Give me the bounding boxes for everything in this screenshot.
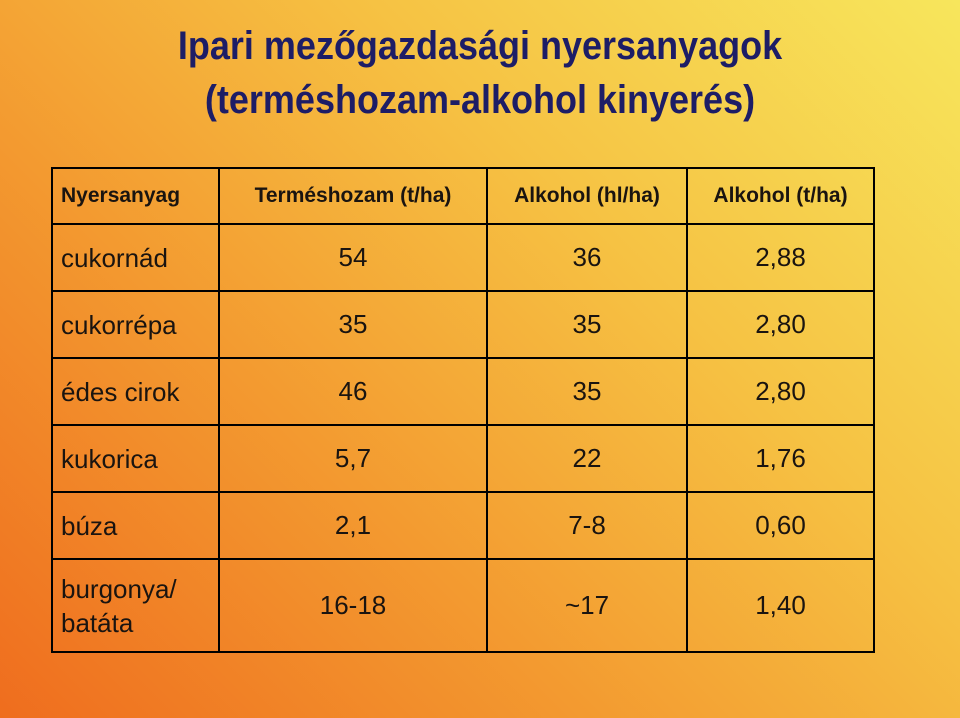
table-cell: burgonya/ batáta xyxy=(51,558,220,653)
table-cell: 1,40 xyxy=(686,558,875,653)
title-line: (terméshozam-alkohol kinyerés) xyxy=(204,78,756,122)
table-cell: 22 xyxy=(486,424,688,493)
table-cell: kukorica xyxy=(51,424,220,493)
table-cell: 35 xyxy=(486,357,688,426)
table-row: édes cirok 46 35 2,80 xyxy=(51,357,875,426)
table-cell: édes cirok xyxy=(51,357,220,426)
data-table: Nyersanyag Terméshozam (t/ha) Alkohol (hl/… xyxy=(51,167,875,653)
header-cell: Nyersanyag xyxy=(51,167,220,225)
table-row: kukorica 5,7 22 1,76 xyxy=(51,424,875,493)
header-cell: Terméshozam (t/ha) xyxy=(218,167,488,225)
table-cell: 16-18 xyxy=(218,558,488,653)
table-cell: 2,80 xyxy=(686,290,875,359)
table-row: búza 2,1 7-8 0,60 xyxy=(51,491,875,560)
table-body: cukornád 54 36 2,88 cukorrépa 35 35 2,80 édes ci… xyxy=(51,223,875,653)
table-cell: 2,88 xyxy=(686,223,875,292)
table-cell: 46 xyxy=(218,357,488,426)
table-cell: 35 xyxy=(218,290,488,359)
table-cell: 0,60 xyxy=(686,491,875,560)
table-cell: 54 xyxy=(218,223,488,292)
table-cell: cukorrépa xyxy=(51,290,220,359)
table-row: burgonya/ batáta 16-18 ~17 1,40 xyxy=(51,558,875,653)
table-head: Nyersanyag Terméshozam (t/ha) Alkohol (hl/… xyxy=(51,167,875,225)
table-row: cukorrépa 35 35 2,80 xyxy=(51,290,875,359)
table-cell: 35 xyxy=(486,290,688,359)
table-row: cukornád 54 36 2,88 xyxy=(51,223,875,292)
table-cell: 5,7 xyxy=(218,424,488,493)
table-cell: 1,76 xyxy=(686,424,875,493)
table-cell: búza xyxy=(51,491,220,560)
table-cell: ~17 xyxy=(486,558,688,653)
title-line: Ipari mezőgazdasági nyersanyagok xyxy=(177,24,783,68)
table-cell: cukornád xyxy=(51,223,220,292)
header-cell: Alkohol (t/ha) xyxy=(686,167,875,225)
table-cell: 2,80 xyxy=(686,357,875,426)
header-cell: Alkohol (hl/ha) xyxy=(486,167,688,225)
header-row: Nyersanyag Terméshozam (t/ha) Alkohol (hl/… xyxy=(51,167,875,225)
table-cell: 7-8 xyxy=(486,491,688,560)
table-cell: 36 xyxy=(486,223,688,292)
table-cell: 2,1 xyxy=(218,491,488,560)
